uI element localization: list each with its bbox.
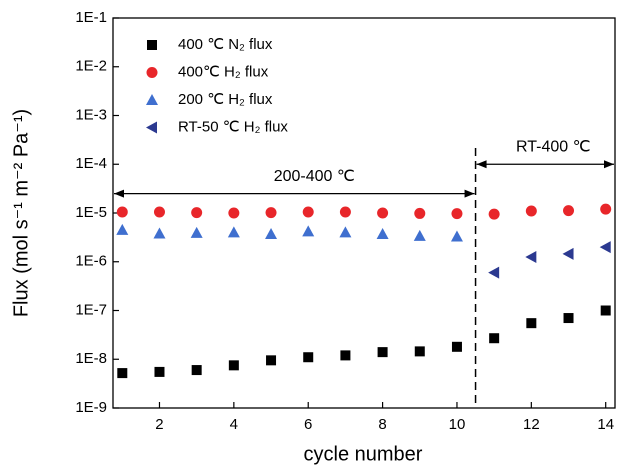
y-tick-label: 1E-5: [75, 204, 107, 221]
arrow-head: [476, 160, 487, 169]
marker-circle: [488, 208, 500, 220]
arrow-head: [114, 189, 124, 198]
y-tick-label: 1E-1: [75, 9, 107, 26]
marker-circle: [339, 206, 351, 218]
marker-circle: [563, 205, 575, 217]
marker-square: [526, 318, 537, 329]
marker-circle: [600, 203, 612, 215]
marker-triangle: [450, 230, 463, 242]
marker-triangle: [413, 229, 426, 241]
marker-circle: [265, 207, 277, 219]
x-tick-label: 6: [304, 416, 312, 433]
marker-triangle: [227, 226, 240, 238]
marker-square: [266, 355, 277, 366]
y-tick-label: 1E-3: [75, 106, 107, 123]
marker-triangle-left: [599, 241, 611, 254]
x-tick-label: 12: [523, 416, 540, 433]
marker-circle: [116, 206, 128, 218]
arrow-head: [604, 160, 614, 169]
marker-square: [489, 333, 500, 344]
x-tick-label: 2: [155, 416, 163, 433]
marker-triangle: [190, 226, 203, 238]
marker-circle: [146, 67, 158, 78]
x-tick-label: 8: [378, 416, 386, 433]
x-axis-label: cycle number: [304, 443, 423, 465]
marker-triangle: [116, 223, 129, 235]
x-tick-label: 4: [230, 416, 238, 433]
marker-triangle-left: [488, 266, 500, 279]
marker-square: [563, 313, 574, 324]
marker-triangle: [302, 225, 315, 237]
marker-square: [451, 341, 462, 352]
x-tick-label: 14: [597, 416, 614, 433]
marker-square: [191, 365, 202, 376]
marker-circle: [191, 207, 203, 219]
y-tick-label: 1E-8: [75, 350, 107, 367]
marker-circle: [302, 206, 314, 218]
marker-triangle: [376, 228, 389, 240]
y-tick-label: 1E-2: [75, 58, 107, 75]
y-tick-label: 1E-7: [75, 301, 107, 318]
marker-square: [377, 347, 388, 358]
legend-label: 400℃ H₂ flux: [178, 63, 269, 80]
marker-square: [154, 366, 165, 377]
y-axis-label: Flux (mol s⁻¹ m⁻² Pa⁻¹): [10, 109, 32, 317]
marker-circle: [525, 205, 537, 217]
marker-square: [303, 352, 314, 363]
annotation-label: RT-400 ℃: [516, 138, 591, 155]
marker-square: [414, 346, 425, 357]
marker-triangle-left: [146, 121, 157, 134]
marker-square: [117, 368, 128, 379]
marker-triangle: [146, 94, 158, 105]
legend-label: 200 ℃ H₂ flux: [178, 91, 273, 108]
marker-circle: [377, 207, 389, 219]
marker-triangle-left: [525, 251, 537, 264]
y-tick-label: 1E-6: [75, 253, 107, 270]
marker-circle: [228, 207, 240, 219]
marker-square: [228, 360, 239, 371]
x-tick-label: 10: [449, 416, 466, 433]
legend-label: 400 ℃ N₂ flux: [178, 36, 273, 53]
marker-triangle: [339, 226, 352, 238]
marker-triangle-left: [562, 247, 574, 260]
y-tick-label: 1E-4: [75, 155, 107, 172]
arrow-head: [464, 189, 475, 198]
marker-triangle: [265, 228, 278, 240]
marker-square: [340, 350, 351, 361]
marker-circle: [451, 208, 463, 220]
annotation-label: 200-400 ℃: [274, 168, 355, 185]
marker-triangle: [153, 227, 166, 239]
marker-square: [147, 40, 157, 50]
marker-circle: [153, 206, 165, 218]
marker-square: [600, 305, 611, 316]
legend-label: RT-50 ℃ H₂ flux: [178, 118, 288, 135]
marker-circle: [414, 207, 426, 219]
y-tick-label: 1E-9: [75, 399, 107, 416]
